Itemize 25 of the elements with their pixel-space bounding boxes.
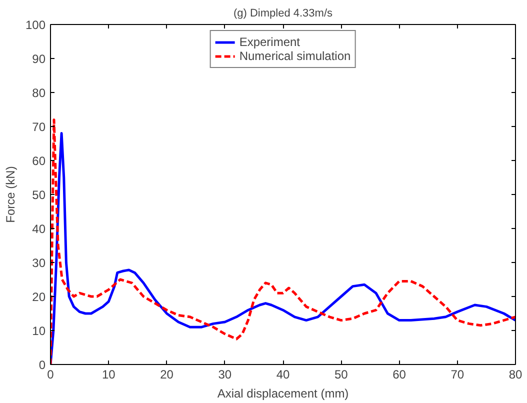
x-tick-label: 30 [218,368,232,382]
x-tick-label: 70 [450,368,464,382]
y-tick-label: 80 [32,86,46,100]
x-tick-label: 10 [102,368,116,382]
y-tick-label: 100 [25,18,46,32]
y-tick-label: 20 [32,290,46,304]
x-tick-label: 40 [276,368,290,382]
y-tick-label: 10 [32,324,46,338]
x-tick-label: 20 [160,368,174,382]
x-axis-title: Axial displacement (mm) [217,386,349,400]
y-tick-label: 0 [38,358,46,372]
y-axis-title: Force (kN) [3,166,18,223]
y-tick-label: 50 [32,188,46,202]
y-tick-label: 70 [32,120,46,134]
x-tick-label: 60 [392,368,406,382]
y-tick-label: 30 [32,256,46,270]
legend-label: Numerical simulation [239,49,351,63]
x-tick-label: 0 [47,368,54,382]
y-tick-label: 60 [32,154,46,168]
chart-title: (g) Dimpled 4.33m/s [233,8,334,20]
y-tick-label: 40 [32,222,46,236]
y-tick-label: 90 [32,52,46,66]
x-tick-label: 80 [508,368,522,382]
x-tick-label: 50 [334,368,348,382]
legend-label: Experiment [239,35,300,49]
